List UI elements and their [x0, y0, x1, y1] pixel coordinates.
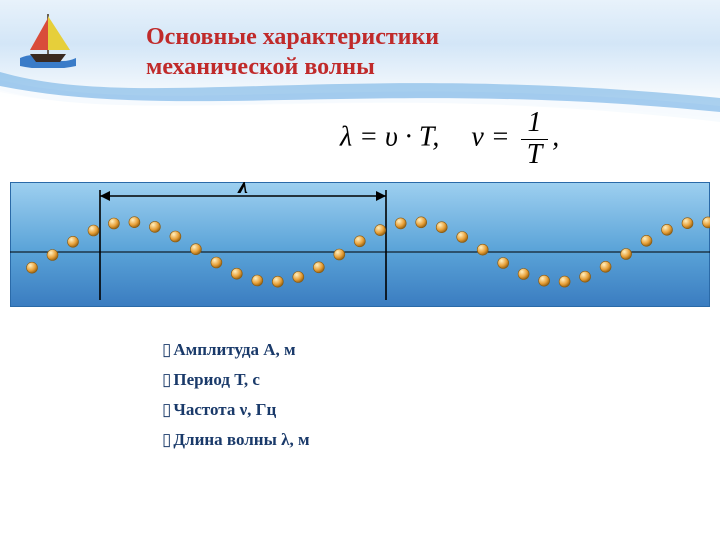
wave-particle: [539, 275, 550, 286]
wave-particle: [559, 276, 570, 287]
wave-particle: [518, 269, 529, 280]
bullet-amplitude: Амплитуда А, м: [162, 340, 310, 360]
title-line-2: механической волны: [146, 52, 606, 82]
sailboat-main-sail: [48, 16, 70, 50]
characteristics-list: Амплитуда А, м Период Т, с Частота ν, Гц…: [162, 340, 310, 460]
formula-lambda-eq: λ = υ · T,: [340, 122, 439, 153]
formula-fraction: 1 T: [521, 108, 549, 171]
bullet-frequency: Частота ν, Гц: [162, 400, 310, 420]
bullet-wavelength: Длина волны λ, м: [162, 430, 310, 450]
wave-particle: [580, 271, 591, 282]
wave-particle: [170, 231, 181, 242]
fraction-denominator: T: [521, 140, 549, 171]
fraction-numerator: 1: [521, 108, 549, 140]
wave-particle: [600, 261, 611, 272]
wave-particle: [662, 224, 673, 235]
wave-particle: [641, 235, 652, 246]
wave-particle: [395, 218, 406, 229]
slide-title: Основные характеристики механической вол…: [146, 22, 606, 82]
wave-particle: [129, 217, 140, 228]
sailboat-icon: [18, 8, 78, 68]
wave-particle: [621, 249, 632, 260]
wave-particle: [334, 249, 345, 260]
wave-diagram: λ: [10, 182, 710, 307]
wave-particle: [457, 232, 468, 243]
wave-particle: [436, 222, 447, 233]
wave-particle: [272, 276, 283, 287]
wave-particle: [47, 250, 58, 261]
wave-particle: [416, 217, 427, 228]
wave-particle: [190, 244, 201, 255]
lambda-label: λ: [237, 182, 248, 198]
wave-particle: [231, 268, 242, 279]
wave-particle: [682, 218, 693, 229]
sailboat-hull: [30, 54, 66, 62]
wave-particle: [68, 236, 79, 247]
wave-formula: λ = υ · T, ν = 1 T ,: [340, 108, 559, 171]
wave-particle: [88, 225, 99, 236]
wave-particle: [149, 221, 160, 232]
wave-particle: [498, 258, 509, 269]
wave-particle: [375, 225, 386, 236]
formula-nu-eq-lhs: ν =: [471, 122, 509, 153]
wave-particle: [108, 218, 119, 229]
wave-particle: [211, 257, 222, 268]
wave-particle: [313, 262, 324, 273]
wave-particle: [293, 272, 304, 283]
wave-particle: [252, 275, 263, 286]
sailboat-jib-sail: [30, 18, 48, 50]
wave-particle: [354, 236, 365, 247]
slide: Основные характеристики механической вол…: [0, 0, 720, 540]
wave-particle: [477, 244, 488, 255]
bullet-period: Период Т, с: [162, 370, 310, 390]
formula-trailing-comma: ,: [552, 122, 559, 153]
wave-particle: [27, 262, 38, 273]
title-line-1: Основные характеристики: [146, 22, 606, 52]
